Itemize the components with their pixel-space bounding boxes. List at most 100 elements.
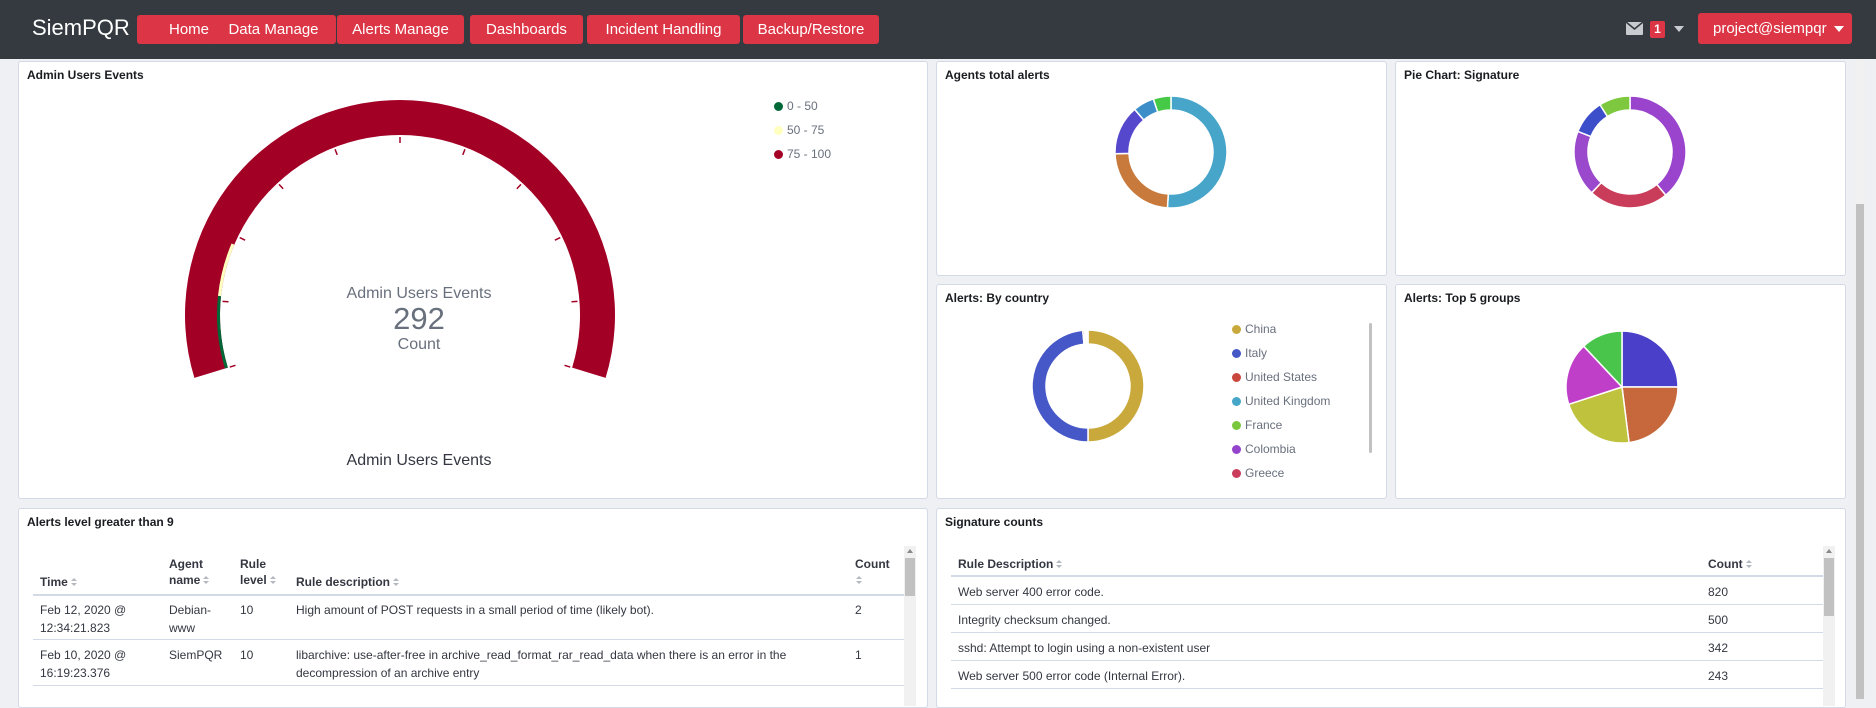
cell-agent: SiemPQR: [169, 646, 222, 664]
header-divider: [951, 575, 1826, 577]
row-divider: [951, 632, 1826, 633]
gauge-tick: [240, 238, 245, 241]
pie-slice[interactable]: [1032, 330, 1088, 442]
row-divider: [951, 688, 1826, 689]
legend-item[interactable]: China: [1232, 322, 1276, 336]
pie-slice[interactable]: [1088, 330, 1144, 442]
user-menu-label: project@siempqr: [1713, 20, 1827, 37]
row-divider: [951, 604, 1826, 605]
table-scrollbar[interactable]: [904, 546, 916, 706]
user-menu-button[interactable]: project@siempqr: [1698, 13, 1852, 44]
panel-alerts-level-table: Alerts level greater than 9 Time Agent n…: [18, 508, 928, 708]
sort-icon[interactable]: [202, 575, 210, 585]
legend-swatch: [1232, 325, 1241, 334]
pie-slice[interactable]: [1087, 330, 1088, 344]
gauge-tick: [517, 184, 521, 188]
gauge-metric: Count: [299, 336, 539, 354]
cell-time: Feb 12, 2020 @ 12:34:21.823: [40, 601, 150, 637]
nav-incident-handling-button[interactable]: Incident Handling: [587, 15, 740, 44]
brand-logo[interactable]: SiemPQR: [32, 15, 130, 41]
gauge-tick: [463, 149, 465, 155]
mail-icon[interactable]: [1626, 22, 1643, 35]
scroll-up-arrow-icon[interactable]: [907, 549, 913, 553]
page-scroll-thumb[interactable]: [1856, 204, 1864, 699]
legend-item[interactable]: Italy: [1232, 346, 1267, 360]
sort-icon[interactable]: [855, 575, 863, 585]
pie-slice[interactable]: [1574, 131, 1601, 192]
legend-label: United States: [1245, 370, 1317, 384]
sort-icon[interactable]: [1055, 559, 1063, 569]
legend-item[interactable]: United Kingdom: [1232, 394, 1330, 408]
legend-label: China: [1245, 322, 1276, 336]
nav-backup-restore-button[interactable]: Backup/Restore: [743, 15, 879, 44]
legend-item[interactable]: Greece: [1232, 466, 1284, 480]
legend-label: Greece: [1245, 466, 1284, 480]
cell-description: High amount of POST requests in a small …: [296, 601, 836, 619]
sort-icon[interactable]: [392, 577, 400, 587]
row-divider: [951, 660, 1826, 661]
legend-scrollbar[interactable]: [1369, 323, 1372, 453]
legend-swatch: [1232, 469, 1241, 478]
panel-admin-users-events: Admin Users Events 0 - 50 50 - 75 75 - 1…: [18, 61, 928, 499]
cell-count: 342: [1708, 639, 1728, 657]
cell-description: libarchive: use-after-free in archive_re…: [296, 646, 836, 682]
pie-slice[interactable]: [1622, 331, 1678, 387]
sort-icon[interactable]: [70, 577, 78, 587]
nav-data-manage-button[interactable]: Data Manage: [211, 15, 336, 44]
pie-slice[interactable]: [1622, 387, 1678, 443]
cell-level: 10: [240, 646, 253, 664]
column-header-agent-name[interactable]: Agent name: [169, 556, 224, 588]
legend-item[interactable]: Colombia: [1232, 442, 1296, 456]
cell-description: Integrity checksum changed.: [958, 611, 1111, 629]
pie-slice[interactable]: [1167, 96, 1227, 208]
gauge-tick: [279, 184, 283, 188]
cell-time: Feb 10, 2020 @ 16:19:23.376: [40, 646, 150, 682]
column-header-count[interactable]: Count: [855, 556, 895, 588]
column-header-time[interactable]: Time: [40, 574, 78, 590]
nav-dashboards-button[interactable]: Dashboards: [470, 15, 583, 44]
pie-slice[interactable]: [1592, 183, 1666, 208]
panel-alerts-top5-groups: Alerts: Top 5 groups: [1395, 284, 1846, 499]
nav-alerts-manage-button[interactable]: Alerts Manage: [337, 15, 464, 44]
cell-count: 820: [1708, 583, 1728, 601]
cell-count: 500: [1708, 611, 1728, 629]
scroll-thumb[interactable]: [905, 558, 915, 596]
legend-swatch: [1232, 397, 1241, 406]
pie-slice[interactable]: [1115, 153, 1168, 208]
column-header-rule-description[interactable]: Rule description: [296, 574, 400, 590]
gauge-footer-label: Admin Users Events: [299, 452, 539, 470]
cell-agent: Debian-www: [169, 601, 231, 637]
column-header-count[interactable]: Count: [1708, 556, 1753, 572]
chevron-down-icon[interactable]: [1674, 26, 1684, 32]
pie-chart-groups: [1396, 285, 1846, 499]
sort-icon[interactable]: [269, 575, 277, 585]
page-scrollbar[interactable]: [1852, 59, 1876, 699]
panel-pie-chart-signature: Pie Chart: Signature: [1395, 61, 1846, 276]
notification-count-badge: 1: [1650, 21, 1665, 38]
legend-swatch: [1232, 349, 1241, 358]
cell-description: Web server 500 error code (Internal Erro…: [958, 667, 1185, 685]
column-header-rule-level[interactable]: Rule level: [240, 556, 285, 588]
pie-slice[interactable]: [1630, 96, 1686, 195]
panel-signature-counts-table: Signature counts Rule Description Count …: [936, 508, 1846, 708]
donut-chart-country: [937, 285, 1387, 499]
legend-item[interactable]: France: [1232, 418, 1282, 432]
column-header-rule-description[interactable]: Rule Description: [958, 556, 1063, 572]
sort-icon[interactable]: [1745, 559, 1753, 569]
legend-swatch: [1232, 421, 1241, 430]
scroll-thumb[interactable]: [1824, 558, 1834, 616]
gauge-chart: [19, 62, 928, 499]
row-divider: [33, 639, 913, 640]
gauge-tick: [564, 365, 570, 367]
panel-agents-total-alerts: Agents total alerts: [936, 61, 1387, 276]
table-scrollbar[interactable]: [1823, 546, 1835, 706]
cell-count: 243: [1708, 667, 1728, 685]
cell-description: sshd: Attempt to login using a non-exist…: [958, 639, 1210, 657]
legend-item[interactable]: United States: [1232, 370, 1317, 384]
cell-description: Web server 400 error code.: [958, 583, 1104, 601]
gauge-tick: [230, 365, 236, 367]
scroll-up-arrow-icon[interactable]: [1826, 549, 1832, 553]
chevron-down-icon: [1834, 26, 1844, 32]
legend-label: United Kingdom: [1245, 394, 1330, 408]
